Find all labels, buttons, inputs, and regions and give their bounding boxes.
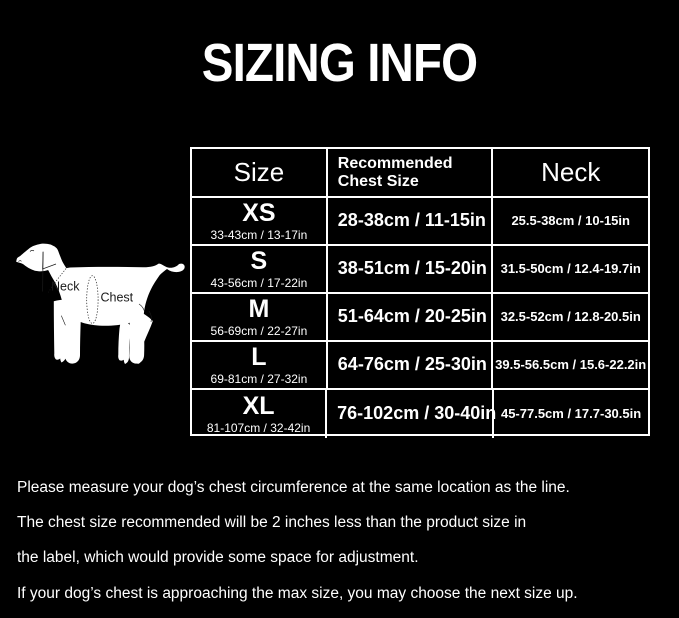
svg-text:Neck: Neck	[51, 280, 80, 294]
svg-text:Chest: Chest	[101, 291, 134, 305]
